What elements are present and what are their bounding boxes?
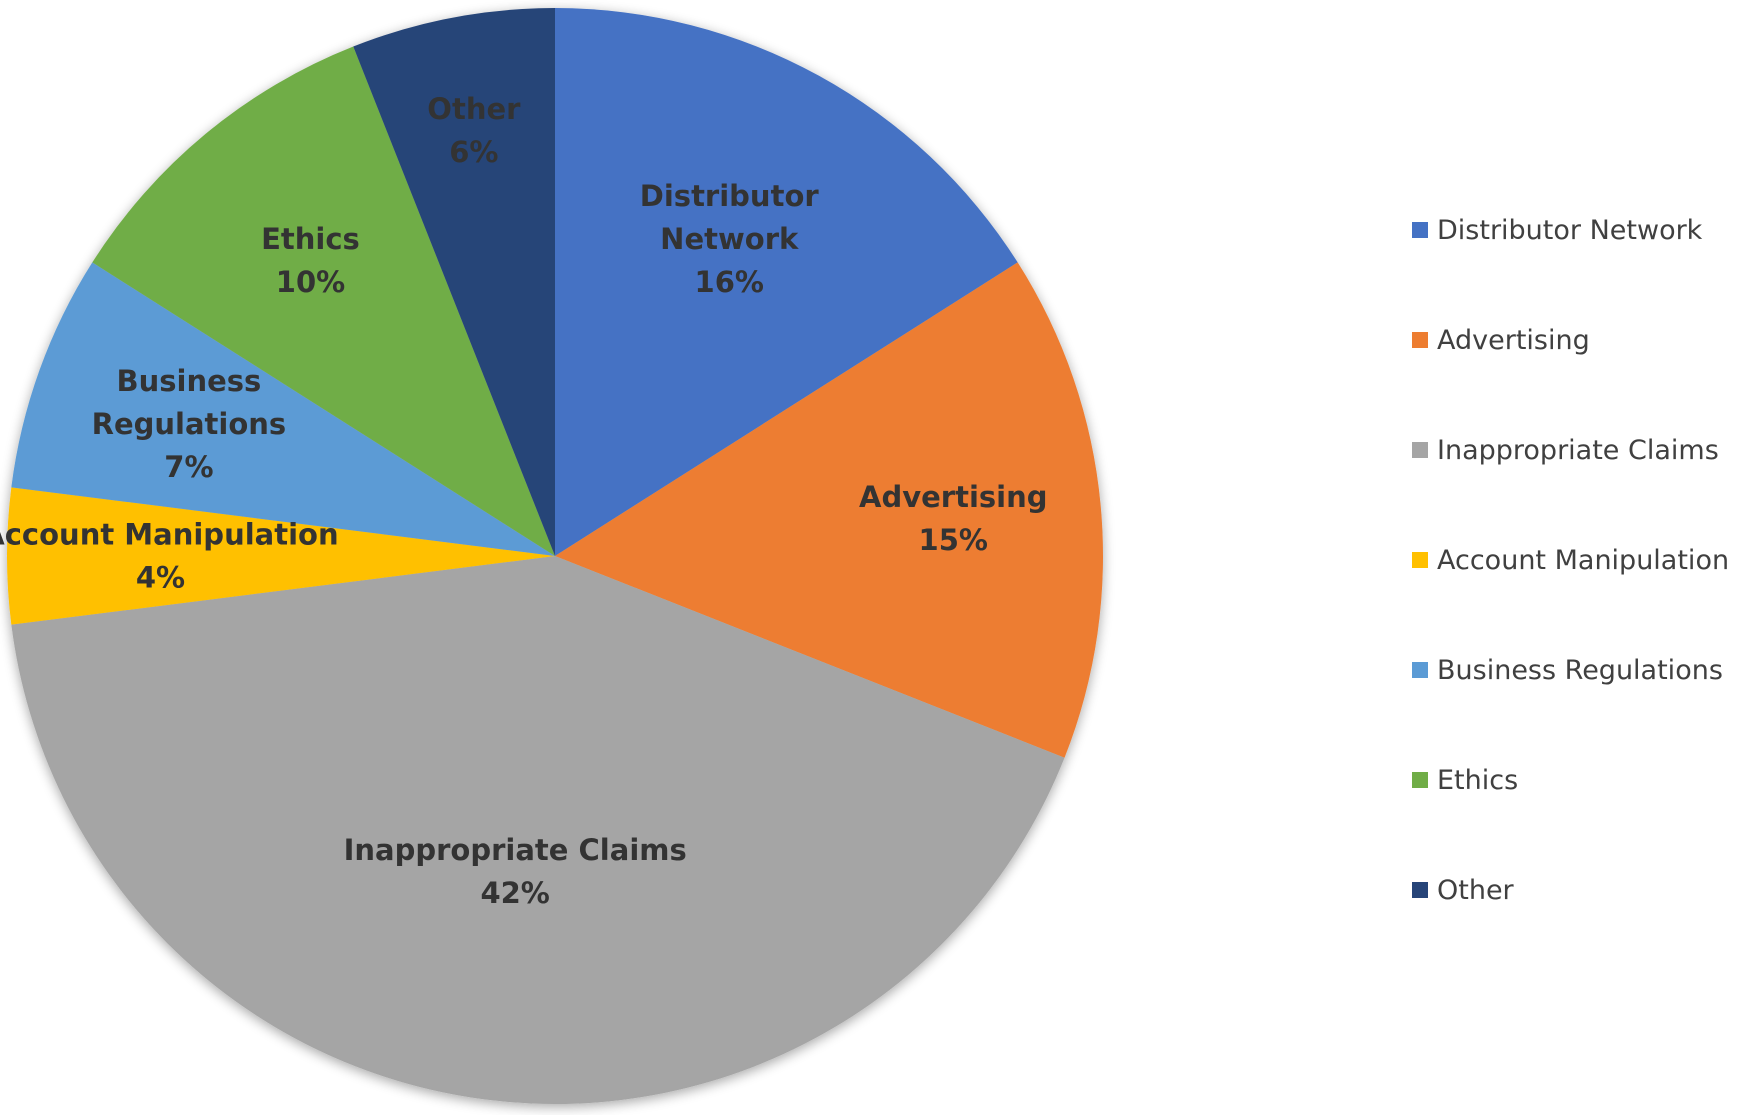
pie-slices: [6, 7, 1103, 1104]
legend-label-distributor-network: Distributor Network: [1437, 215, 1703, 246]
pie-slice-other: [353, 7, 555, 556]
slice-label-advertising: Advertising 15%: [859, 480, 1048, 557]
pie-slice-distributor-network: [555, 8, 1018, 556]
legend-label-advertising: Advertising: [1437, 325, 1590, 356]
slice-label-business-regulations: Business Regulations 7%: [92, 364, 287, 484]
legend-label-other: Other: [1437, 875, 1515, 906]
pie-slice-business-regulations: [11, 262, 555, 556]
legend-swatch-business-regulations: [1412, 662, 1428, 678]
legend-swatch-advertising: [1412, 332, 1428, 348]
pie-slice-ethics: [92, 46, 556, 557]
legend: Distributor Network Advertising Inappropri…: [1412, 215, 1729, 906]
legend-swatch-inappropriate-claims: [1412, 442, 1428, 458]
slice-label-ethics: Ethics 10%: [261, 222, 360, 299]
legend-swatch-account-manipulation: [1412, 552, 1428, 568]
pie-slice-advertising: [555, 262, 1103, 758]
slice-label-account-manipulation: Account Manipulation 4%: [0, 518, 339, 595]
slice-labels: Distributor Network 16% Advertising 15% Inapp…: [0, 92, 1048, 910]
pie-slice-account-manipulation: [6, 487, 555, 625]
legend-swatch-other: [1412, 882, 1428, 898]
legend-swatch-ethics: [1412, 772, 1428, 788]
slice-label-inappropriate-claims: Inappropriate Claims 42%: [344, 833, 687, 910]
legend-label-business-regulations: Business Regulations: [1437, 655, 1723, 686]
legend-label-inappropriate-claims: Inappropriate Claims: [1437, 435, 1719, 466]
slice-label-distributor-network: Distributor Network 16%: [640, 179, 820, 299]
legend-label-ethics: Ethics: [1437, 765, 1518, 796]
legend-label-account-manipulation: Account Manipulation: [1437, 545, 1729, 576]
slice-label-other: Other 6%: [427, 92, 521, 169]
pie-slice-inappropriate-claims: [11, 556, 1065, 1104]
legend-swatch-distributor-network: [1412, 222, 1428, 238]
